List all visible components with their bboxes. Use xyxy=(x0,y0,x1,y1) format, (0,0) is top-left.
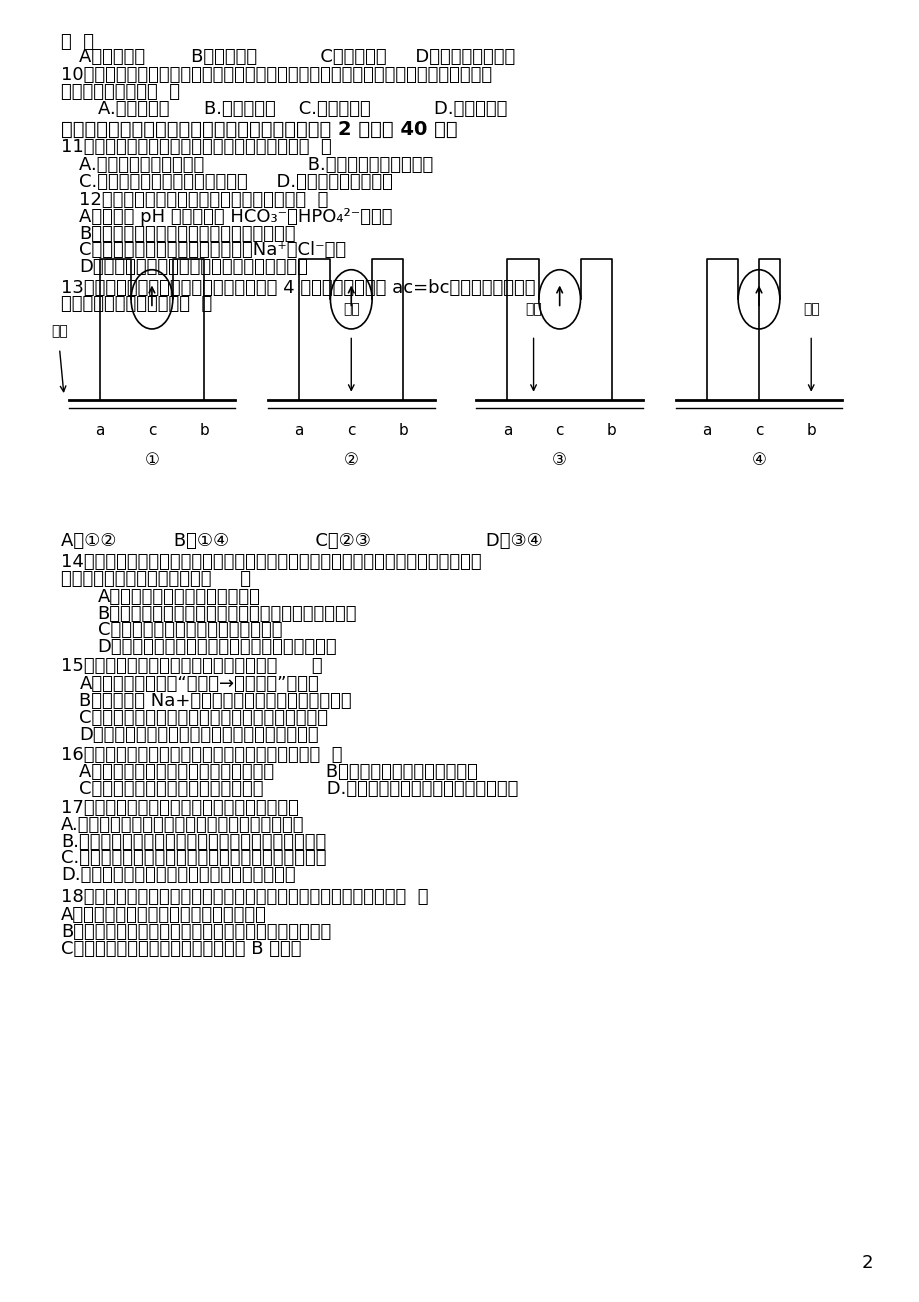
Text: A.激素和酯都具有高效性，在细胞外也能发挥作用: A.激素和酯都具有高效性，在细胞外也能发挥作用 xyxy=(62,816,304,833)
Text: b: b xyxy=(398,423,408,437)
Text: ②: ② xyxy=(344,452,358,469)
Text: c: c xyxy=(148,423,156,437)
Text: C.神经递质与突触后膜受体的结合     D.精子与卵细胞的结合: C.神经递质与突触后膜受体的结合 D.精子与卵细胞的结合 xyxy=(79,173,393,191)
Text: 2: 2 xyxy=(861,1254,872,1272)
Text: 14．研究表明，同一突触小体中可能存在两种或两种以上的递质，此现象称为递质共存: 14．研究表明，同一突触小体中可能存在两种或两种以上的递质，此现象称为递质共存 xyxy=(62,553,482,572)
Text: （  ）: （ ） xyxy=(62,33,95,51)
Text: 13．在同一个神经纤维上，电极连接有以下 4 种情况，其中图中 ac=bc，当给予刺激后，: 13．在同一个神经纤维上，电极连接有以下 4 种情况，其中图中 ac=bc，当给… xyxy=(62,279,535,297)
Text: 的主要因素分别是（  ）: 的主要因素分别是（ ） xyxy=(62,83,180,102)
Text: C．血浆渗透压主要通过血浆蛋白、Na⁺、Cl⁻维持: C．血浆渗透压主要通过血浆蛋白、Na⁺、Cl⁻维持 xyxy=(79,241,346,259)
Text: 18．胰岛素是唯一降低血糖浓度的激素，有关胰岛素的叙述错误的是（  ）: 18．胰岛素是唯一降低血糖浓度的激素，有关胰岛素的叙述错误的是（ ） xyxy=(62,888,428,906)
Text: c: c xyxy=(754,423,763,437)
Text: c: c xyxy=(346,423,355,437)
Text: 电流计偏转方向相同的是（  ）: 电流计偏转方向相同的是（ ） xyxy=(62,296,212,314)
Text: 刺激: 刺激 xyxy=(51,324,68,339)
Text: b: b xyxy=(805,423,815,437)
Text: A．突触小体可完成“电信号→化学信号”的转变: A．突触小体可完成“电信号→化学信号”的转变 xyxy=(79,676,319,694)
Text: A．①②          B．①④               C．②③                    D．③④: A．①② B．①④ C．②③ D．③④ xyxy=(62,533,542,551)
Text: ④: ④ xyxy=(751,452,766,469)
Text: B．组织液中的小分子蛋白质直接来源于血浆: B．组织液中的小分子蛋白质直接来源于血浆 xyxy=(79,225,296,242)
Text: C．神经细胞释放的乙酰胆碱需经血液运输发挥作用: C．神经细胞释放的乙酰胆碱需经血液运输发挥作用 xyxy=(79,710,328,727)
Text: 刺激: 刺激 xyxy=(802,302,819,316)
Text: B．组织液中 Na+浓度增大使神经元的静息电位增大: B．组织液中 Na+浓度增大使神经元的静息电位增大 xyxy=(79,693,352,710)
Text: 17．关于人体内生命活动调节的叙述，正确的是: 17．关于人体内生命活动调节的叙述，正确的是 xyxy=(62,799,299,818)
Text: c: c xyxy=(555,423,563,437)
Text: 刺激: 刺激 xyxy=(525,302,541,316)
Text: a: a xyxy=(95,423,104,437)
Text: D．共存的递质可能起协同作用也可能起拮抗作用: D．共存的递质可能起协同作用也可能起拮抗作用 xyxy=(97,638,337,656)
Text: A．营养不良、淡巴管阻塞引起组织水肿         B．血液中钉盐过少将引起抓捏: A．营养不良、淡巴管阻塞引起组织水肿 B．血液中钉盐过少将引起抓捏 xyxy=(79,763,478,781)
Text: a: a xyxy=(701,423,710,437)
Text: A．胰岛素与血糖浓度之间存在负反馈调节: A．胰岛素与血糖浓度之间存在负反馈调节 xyxy=(62,906,267,924)
Text: ③: ③ xyxy=(551,452,566,469)
Text: A．突触后膜所在神经元中无递质: A．突触后膜所在神经元中无递质 xyxy=(97,589,260,605)
Text: 二、选择题（每小题只有一个选项符合题意。每小题 2 分，共 40 分）: 二、选择题（每小题只有一个选项符合题意。每小题 2 分，共 40 分） xyxy=(62,120,458,139)
Text: C.激素和抗体都具有特异性，只能作用于特定的靶细胞: C.激素和抗体都具有特异性，只能作用于特定的靶细胞 xyxy=(62,849,326,867)
Text: D.淡巴因子和溶菌酶只在特异性免疫中发挥作用: D.淡巴因子和溶菌酶只在特异性免疫中发挥作用 xyxy=(62,866,296,884)
Text: D．葡萄糖分解成丙酮酸的过程发生在内环境中: D．葡萄糖分解成丙酮酸的过程发生在内环境中 xyxy=(79,258,308,276)
Text: 刺激: 刺激 xyxy=(343,302,359,316)
Text: A．种群密度        B．年龄组成           C．性别比例     D．出生率和死亡率: A．种群密度 B．年龄组成 C．性别比例 D．出生率和死亡率 xyxy=(79,48,516,66)
Text: A.温度、食物      B.温度、光照    C.湿度、温度           D.光照、食物: A.温度、食物 B.温度、光照 C.湿度、温度 D.光照、食物 xyxy=(97,100,506,117)
Text: C．控制胰岛素合成的基因只存在胰岛 B 细胞中: C．控制胰岛素合成的基因只存在胰岛 B 细胞中 xyxy=(62,940,301,957)
Text: 11．下列生理过程主要发生在人体内环境中的是（  ）: 11．下列生理过程主要发生在人体内环境中的是（ ） xyxy=(62,138,332,156)
Text: D．静息状态时神经元的细胞膜内外没有离子进出: D．静息状态时神经元的细胞膜内外没有离子进出 xyxy=(79,725,319,743)
Text: a: a xyxy=(503,423,512,437)
Text: 12．有关人体内环境稳态的叙述，错误的是（  ）: 12．有关人体内环境稳态的叙述，错误的是（ ） xyxy=(79,191,328,210)
Text: B．兴奋在突触中的传递体现了细胞膜的信息传递功能: B．兴奋在突触中的传递体现了细胞膜的信息传递功能 xyxy=(97,604,357,622)
Text: ①: ① xyxy=(144,452,159,469)
Text: C．同一突触后膜上可能存在多种受体: C．同一突触后膜上可能存在多种受体 xyxy=(97,621,282,639)
Text: b: b xyxy=(199,423,209,437)
Text: A.各种激素与受体的结合                  B.抗体与相应抗原的结合: A.各种激素与受体的结合 B.抗体与相应抗原的结合 xyxy=(79,156,433,174)
Text: B.神经递质和激素都是信号分子，发挥作用后即被突活: B.神经递质和激素都是信号分子，发挥作用后即被突活 xyxy=(62,832,326,850)
Text: 16．关于人体内水盐平衡及调节的叙述，错误的是（  ）: 16．关于人体内水盐平衡及调节的叙述，错误的是（ ） xyxy=(62,746,343,764)
Text: C．组织液渗透压增大，引起细胞失水           D.腹泻引起体液中水和蛋白质大量丢失: C．组织液渗透压增大，引起细胞失水 D.腹泻引起体液中水和蛋白质大量丢失 xyxy=(79,780,518,798)
Text: 15．下列有关神经兴奋的叙述，正确的是（      ）: 15．下列有关神经兴奋的叙述，正确的是（ ） xyxy=(62,658,323,676)
Text: A．血浆的 pH 値主要通过 HCO₃⁻、HPO₄²⁻来维持: A．血浆的 pH 値主要通过 HCO₃⁻、HPO₄²⁻来维持 xyxy=(79,208,392,225)
Text: 现象。下列说法中不正确的是（     ）: 现象。下列说法中不正确的是（ ） xyxy=(62,570,251,587)
Text: B．调节胰岛素分泌的信号分子有血糖浓度、神经递质等: B．调节胰岛素分泌的信号分子有血糖浓度、神经递质等 xyxy=(62,923,331,941)
Text: b: b xyxy=(607,423,616,437)
Text: 10．大多数生物群落在空间上有垂直分层现象。引起森林群落中植物和动物垂直分层现象: 10．大多数生物群落在空间上有垂直分层现象。引起森林群落中植物和动物垂直分层现象 xyxy=(62,66,492,85)
Text: a: a xyxy=(294,423,303,437)
